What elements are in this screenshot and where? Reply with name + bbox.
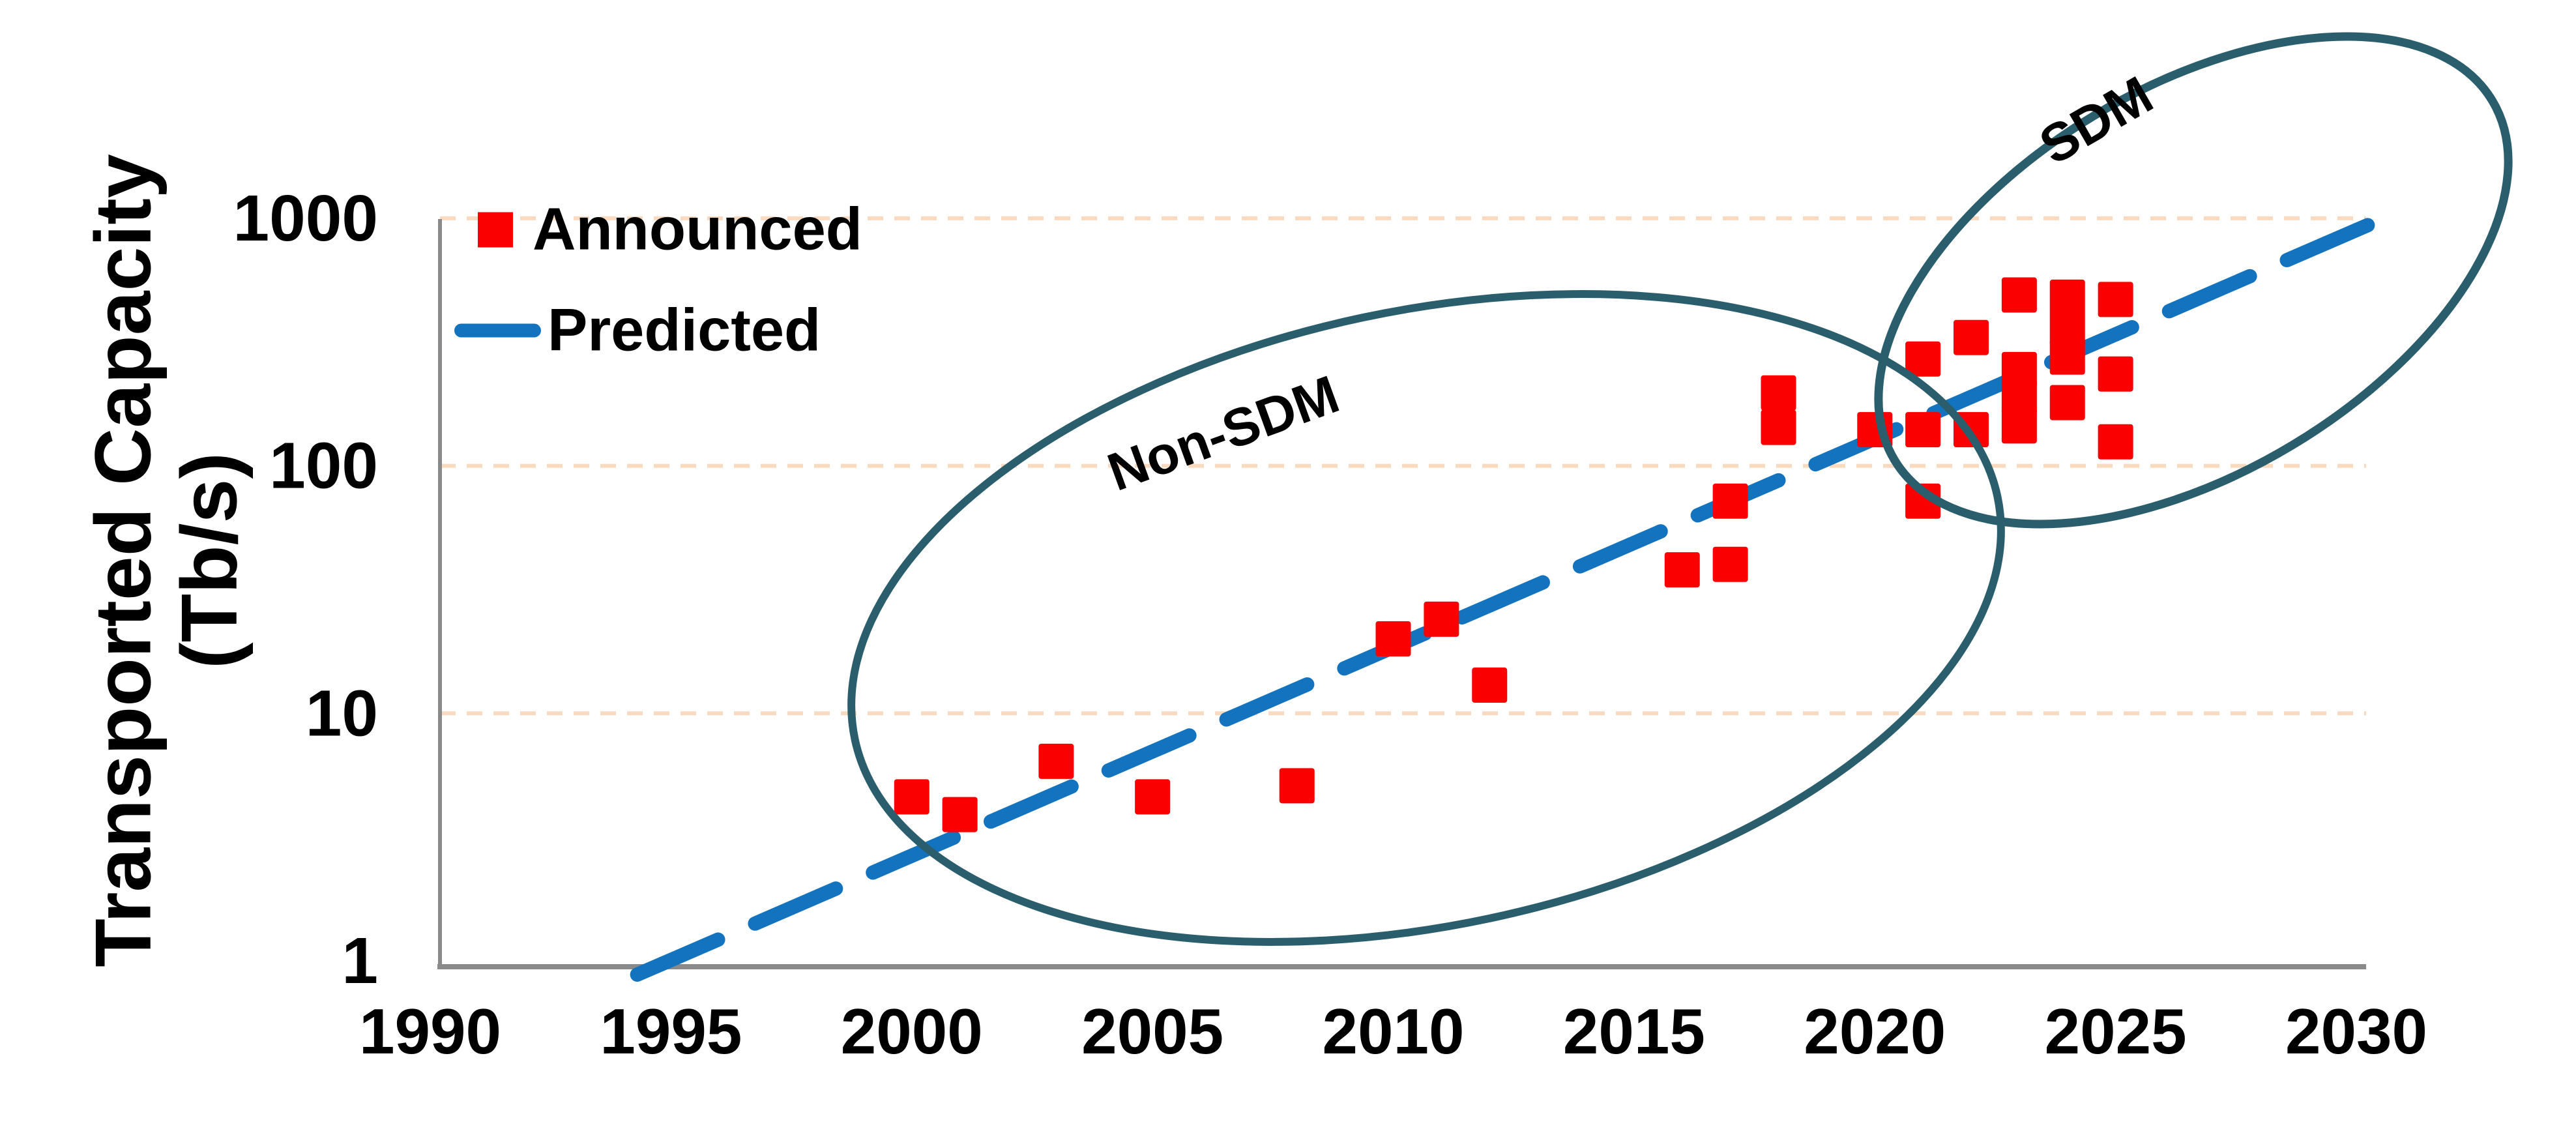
announced-point (2001, 408, 2037, 444)
announced-point (1712, 483, 1748, 519)
announced-point (1424, 601, 1459, 637)
ellipse-sdm (1874, 32, 2513, 529)
legend-label-announced: Announced (533, 196, 862, 263)
announced-point (1905, 483, 1941, 519)
legend-item-announced: Announced (478, 196, 862, 264)
y-tick-label-1: 1 (342, 924, 378, 997)
y-tick-label-10: 10 (306, 677, 378, 750)
announced-point (1954, 319, 1989, 355)
announced-point (1712, 546, 1748, 582)
announced-point (1905, 412, 1941, 448)
x-tick-label-2015: 2015 (1563, 995, 1705, 1067)
x-tick-label-2005: 2005 (1081, 995, 1223, 1067)
legend-label-predicted: Predicted (548, 297, 821, 364)
legend-item-predicted: Predicted (454, 297, 821, 365)
announced-point (2049, 310, 2085, 346)
predicted-trend-line (630, 216, 2378, 982)
announced-point (1905, 341, 1941, 377)
y-tick-label-1000: 1000 (233, 182, 378, 255)
announced-point (1135, 779, 1171, 815)
x-tick-label-2030: 2030 (2285, 995, 2427, 1067)
predicted-line-swatch (454, 323, 541, 338)
announced-point (1038, 743, 1074, 779)
announced-point (2049, 279, 2085, 315)
x-tick-label-2025: 2025 (2045, 995, 2187, 1067)
announced-marker-swatch (478, 212, 513, 247)
y-axis-title: Transported Capacity (Tb/s) (78, 154, 253, 967)
x-tick-label-2000: 2000 (841, 995, 983, 1067)
announced-point (2001, 379, 2037, 415)
announced-point (894, 779, 929, 815)
y-tick-label-100: 100 (269, 430, 378, 503)
y-axis-title-line1: Transported Capacity (78, 154, 168, 967)
y-axis-title-line2: (Tb/s) (164, 452, 253, 669)
annotation-label-non-sdm: Non-SDM (1100, 364, 1347, 503)
announced-point (2001, 277, 2037, 313)
announced-point (2098, 424, 2133, 460)
x-tick-label-1990: 1990 (359, 995, 501, 1067)
announced-point (2098, 356, 2133, 392)
announced-point (2001, 351, 2037, 387)
x-tick-label-2010: 2010 (1322, 995, 1464, 1067)
announced-point (1664, 552, 1700, 588)
announced-point (1761, 409, 1796, 445)
announced-point (1279, 768, 1315, 804)
announced-point (1375, 621, 1411, 656)
x-tick-label-2020: 2020 (1804, 995, 1946, 1067)
annotation-label-sdm: SDM (2030, 65, 2162, 176)
ellipse-non-sdm (847, 290, 2005, 946)
x-tick-label-1995: 1995 (600, 995, 742, 1067)
announced-point (1761, 375, 1796, 411)
announced-point (2098, 282, 2133, 317)
announced-point (2049, 385, 2085, 420)
announced-point (2049, 339, 2085, 375)
announced-point (1472, 668, 1508, 703)
announced-point (942, 797, 978, 832)
